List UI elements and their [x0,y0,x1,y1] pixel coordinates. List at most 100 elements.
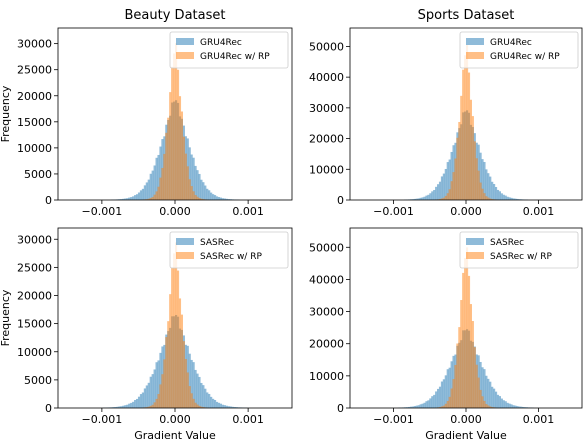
histogram-bar [444,375,447,408]
histogram-bar [425,401,428,408]
histogram-bar [495,391,498,408]
histogram-bar [489,198,492,200]
histogram-bar [487,378,490,408]
histogram-bar [149,173,152,200]
x-tick-label: 0.001 [232,413,264,426]
histogram-bar [173,253,176,408]
histogram-bar [460,95,463,200]
histogram-bar [151,170,154,200]
y-tick-label: 5000 [24,168,52,181]
histogram-bar [132,196,135,200]
histogram-panel-1: −0.001 0.000 0.001 0 5000 10000 15000 20000 2500… [0,8,293,218]
histogram-bar [452,172,455,200]
histogram-bar [147,406,150,408]
histogram-bar [149,376,152,408]
histogram-bar [514,405,517,408]
histogram-bar [153,369,156,408]
legend-swatch [176,252,194,259]
histogram-bar [471,116,474,200]
histogram-bar [440,198,443,200]
histogram-bar [153,194,156,200]
histogram-bar [413,198,416,200]
histogram-bar [180,314,183,408]
histogram-bar [442,405,445,408]
y-tick-label: 15000 [17,116,52,129]
x-axis-label: Gradient Value [134,429,216,442]
histogram-bar [227,199,230,200]
histogram-bar [169,92,172,200]
histogram-bar [477,170,480,200]
legend-swatch [176,52,194,59]
histogram-bar [182,341,185,408]
histogram-bar [421,197,424,200]
histogram-bar [504,401,507,408]
histogram-bar [442,173,445,200]
histogram-bar [196,196,199,200]
bars-group [404,45,529,200]
histogram-bar [192,191,195,200]
histogram-bar [198,376,201,408]
legend-swatch [466,238,484,245]
histogram-bar [518,199,521,200]
histogram-bar [163,153,166,200]
histogram-bar [137,396,141,408]
histogram-bar [504,195,507,200]
x-tick-label: 0.001 [232,205,264,218]
histogram-bar [454,364,457,408]
histogram-bar [153,402,156,408]
histogram-bar [175,242,178,408]
histogram-bar [112,407,115,408]
histogram-bar [229,199,232,200]
histogram-bar [126,198,129,200]
histogram-bar [188,353,191,408]
histogram-bar [136,398,139,408]
histogram-bar [481,396,484,408]
histogram-bar [427,194,430,200]
y-tick-label: 50000 [309,40,344,53]
histogram-bar [147,179,150,200]
histogram-bar [417,405,420,408]
histogram-bar [498,396,501,408]
histogram-bar [159,352,162,408]
histogram-bar [188,147,191,200]
series-2-bars [141,242,209,408]
histogram-bar [446,369,449,408]
y-tick-label: 0 [45,402,52,415]
histogram-panel-2: −0.001 0.000 0.001 0 10000 20000 30000 40000 500… [309,8,583,218]
legend-swatch [466,38,484,45]
histogram-bar [464,257,467,408]
histogram-bar [155,398,158,408]
histogram-bar [128,197,131,200]
histogram-bar [157,186,160,200]
histogram-bar [167,321,170,408]
histogram-panel-3: −0.001 0.000 0.001 0 5000 10000 15000 20000 2500… [0,227,293,442]
histogram-bar [450,151,453,200]
histogram-bar [145,182,148,200]
legend-entry: SASRec w/ RP [200,252,262,262]
histogram-bar [194,402,197,408]
histogram-bar [473,347,476,408]
legend-entry: SASRec [490,238,524,248]
histogram-bar [481,367,484,408]
histogram-bar [190,359,193,408]
histogram-bar [167,117,170,200]
histogram-bar [132,401,135,408]
legend-box [169,31,289,69]
y-tick-label: 15000 [17,318,52,331]
histogram-bar [206,392,209,408]
histogram-bar [188,179,191,200]
y-tick-label: 10000 [309,370,344,383]
histogram-bar [496,394,500,408]
histogram-bar [485,169,488,200]
legend-entry: GRU4Rec [200,38,242,48]
x-tick-label: −0.001 [373,413,414,426]
histogram-bar [485,404,488,408]
histogram-bar [520,406,523,408]
histogram-bar [196,404,199,408]
histogram-bar [202,385,205,408]
histogram-bar [512,198,515,200]
y-tick-label: 25000 [17,261,52,274]
histogram-bar [159,177,162,200]
histogram-bar [223,405,226,408]
histogram-bar [178,298,182,408]
